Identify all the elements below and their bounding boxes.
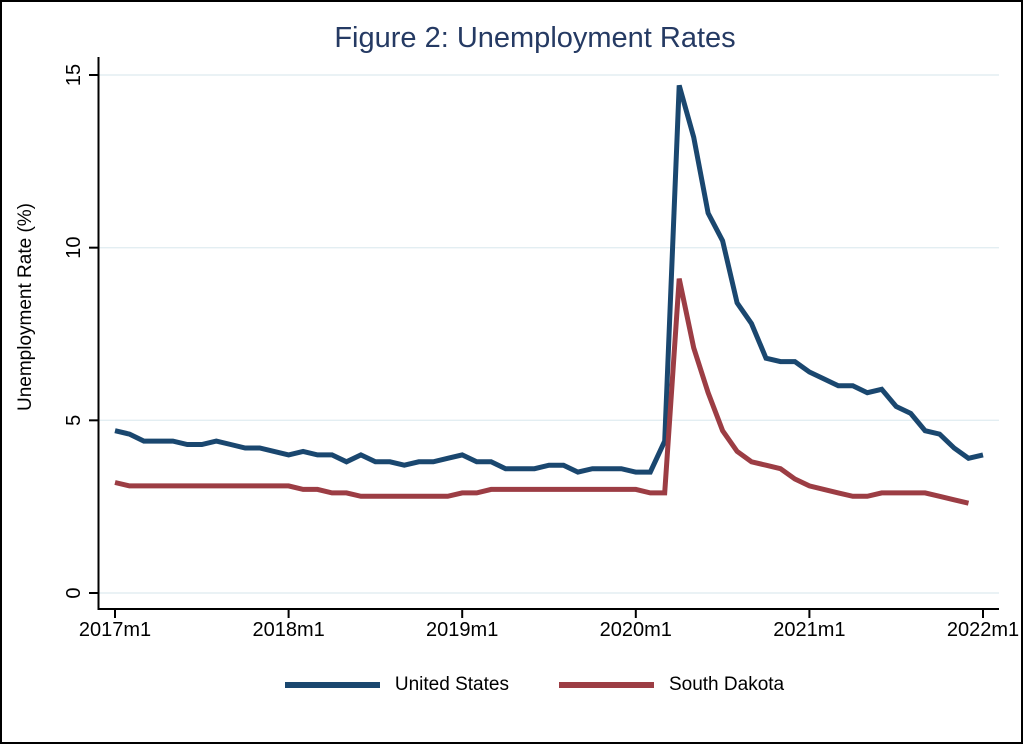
legend-item-united-states: United States [284, 674, 509, 696]
x-tick-label-2022m1: 2022m1 [947, 619, 1019, 641]
y-tick-label-0: 0 [63, 587, 85, 598]
legend-item-south-dakota: South Dakota [558, 674, 785, 696]
x-tick-label-2020m1: 2020m1 [600, 619, 672, 641]
x-tick-label-2018m1: 2018m1 [252, 619, 324, 641]
series-line-united-states [114, 84, 984, 475]
y-axis-title: Unemployment Rate (%) [15, 202, 36, 412]
y-tick-label-10: 10 [63, 237, 85, 259]
legend-label-united-states: United States [394, 674, 509, 695]
chart-legend: United States South Dakota [48, 674, 1021, 696]
x-tick-label-2017m1: 2017m1 [79, 619, 151, 641]
series-line-south-dakota [114, 278, 970, 506]
y-tick-label-15: 15 [63, 64, 85, 86]
legend-swatch-united-states [284, 682, 380, 688]
legend-label-south-dakota: South Dakota [668, 674, 785, 695]
y-tick-label-5: 5 [63, 415, 85, 426]
chart-title: Figure 2: Unemployment Rates [334, 22, 736, 54]
x-tick-label-2019m1: 2019m1 [426, 619, 498, 641]
legend-swatch-south-dakota [558, 682, 654, 688]
x-tick-label-2021m1: 2021m1 [773, 619, 845, 641]
